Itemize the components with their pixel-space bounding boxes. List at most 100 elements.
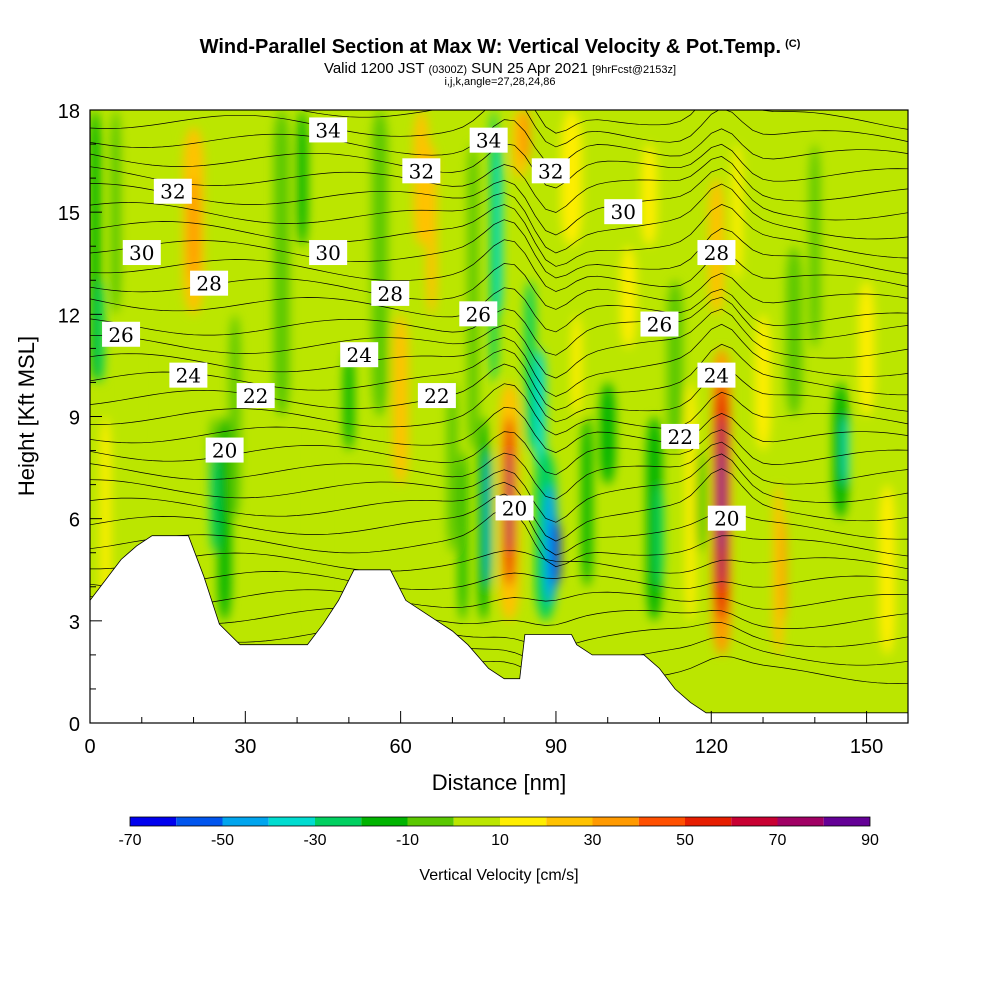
velocity-cell [297, 110, 308, 247]
colorbar-tick-label: 10 [491, 832, 509, 849]
contour-label-text: 26 [466, 302, 491, 326]
velocity-cell [858, 280, 875, 417]
colorbar-title: Vertical Velocity [cm/s] [419, 867, 578, 884]
velocity-cell [467, 144, 479, 451]
contour-label-text: 20 [502, 496, 527, 520]
theta-contour-line [90, 607, 908, 629]
theta-contour-line [90, 406, 908, 453]
contour-label-bg [122, 240, 161, 266]
theta-contour-line [90, 308, 908, 379]
theta-contour-line [90, 383, 908, 436]
colorbar-swatch [407, 817, 454, 826]
colorbar-tick-label: -70 [118, 832, 141, 849]
colorbar-swatch [731, 817, 778, 826]
velocity-cell [685, 382, 696, 621]
velocity-cell [781, 518, 787, 621]
theta-contour-line [90, 363, 908, 423]
contour-label-bg [697, 362, 736, 388]
y-tick-label: 6 [69, 510, 80, 532]
y-axis-title: Height [Kft MSL] [14, 336, 39, 496]
velocity-cell [773, 484, 784, 655]
x-tick-label: 90 [545, 736, 567, 758]
velocity-cell [426, 144, 437, 315]
theta-contour-line [90, 323, 908, 397]
contour-label-22: 22 [661, 423, 700, 449]
contour-label-text: 28 [704, 241, 729, 265]
colorbar-swatch [176, 817, 223, 826]
velocity-cell [447, 382, 458, 553]
contour-label-20: 20 [495, 495, 534, 521]
colorbar-frame [129, 816, 871, 827]
contour-label-text: 24 [176, 364, 201, 388]
theta-contour-line [90, 571, 908, 590]
contour-label-28: 28 [190, 270, 229, 296]
colorbar-swatch [222, 817, 269, 826]
contour-label-bg [190, 270, 229, 296]
contour-label-bg [309, 240, 348, 266]
contour-label-bg [707, 505, 746, 531]
contour-label-30: 30 [122, 240, 161, 266]
terrain [90, 535, 908, 723]
colorbar-tick-label: 90 [861, 832, 879, 849]
contour-label-text: 24 [704, 364, 729, 388]
colorbar-swatch [823, 817, 870, 826]
contour-label-34: 34 [309, 117, 348, 143]
contour-label-text: 32 [409, 159, 434, 183]
velocity-cell [843, 416, 849, 485]
velocity-cell [486, 450, 492, 587]
section-indices: i,j,k,angle=27,28,24,86 [444, 76, 556, 88]
contour-label-bg [469, 127, 508, 153]
theta-contour-line [90, 119, 908, 166]
colorbar-tick-label: -50 [211, 832, 234, 849]
velocity-cell [218, 416, 232, 621]
zulu-time: (0300Z) [428, 64, 467, 76]
theta-contour-line [90, 204, 908, 267]
colorbar-swatch [315, 817, 362, 826]
velocity-cell [809, 144, 820, 349]
colorbar-tick-label: 30 [584, 832, 602, 849]
contour-label-text: 32 [160, 180, 185, 204]
contour-label-24: 24 [340, 342, 379, 368]
contour-label-text: 24 [346, 343, 371, 367]
theta-contour-line [90, 287, 908, 333]
colorbar-swatch [685, 817, 732, 826]
contour-label-text: 28 [378, 282, 403, 306]
x-tick-label: 30 [234, 736, 256, 758]
contour-label-bg [640, 311, 679, 337]
velocity-cell [879, 484, 896, 655]
chart-subtitle: Valid 1200 JST (0300Z) SUN 25 Apr 2021 [… [323, 60, 677, 77]
velocity-cell [495, 144, 503, 315]
contour-labels: 20 20 20 22 22 22 24 24 24 26 26 26 28 28 28 30 30 30 32 32… [102, 117, 746, 531]
y-tick-label: 9 [69, 408, 80, 430]
theta-contour-line [90, 296, 908, 356]
contour-label-30: 30 [309, 240, 348, 266]
velocity-cell [535, 348, 546, 485]
velocity-cell [312, 416, 323, 655]
theta-contour-line [90, 156, 908, 213]
forecast-info: [9hrFcst@2153z] [592, 64, 677, 76]
contour-label-bg [102, 321, 141, 347]
colorbar-tick-label: 70 [769, 832, 787, 849]
contour-label-bg [340, 342, 379, 368]
chart-title: Wind-Parallel Section at Max W: Vertical… [199, 36, 801, 58]
contour-label-bg [153, 178, 192, 204]
velocity-cell [392, 314, 409, 485]
colorbar: -70 -50 -30 -10 10 30 50 70 90 [118, 816, 879, 849]
contour-label-bg [661, 423, 700, 449]
y-tick-label: 15 [58, 203, 80, 225]
theta-contour-line [90, 110, 908, 148]
contour-label-text: 34 [315, 118, 340, 142]
velocity-cell [519, 110, 531, 162]
copyright-mark: (C) [785, 38, 801, 50]
velocity-cell [695, 450, 707, 553]
contour-label-text: 22 [243, 384, 268, 408]
contour-label-20: 20 [205, 437, 244, 463]
contour-label-text: 30 [129, 241, 154, 265]
velocity-cell [561, 110, 582, 247]
colorbar-swatch [500, 817, 547, 826]
velocity-cell [126, 110, 137, 451]
contour-label-34: 34 [469, 127, 508, 153]
theta-contour-line [90, 441, 908, 500]
plot-area [90, 110, 908, 723]
